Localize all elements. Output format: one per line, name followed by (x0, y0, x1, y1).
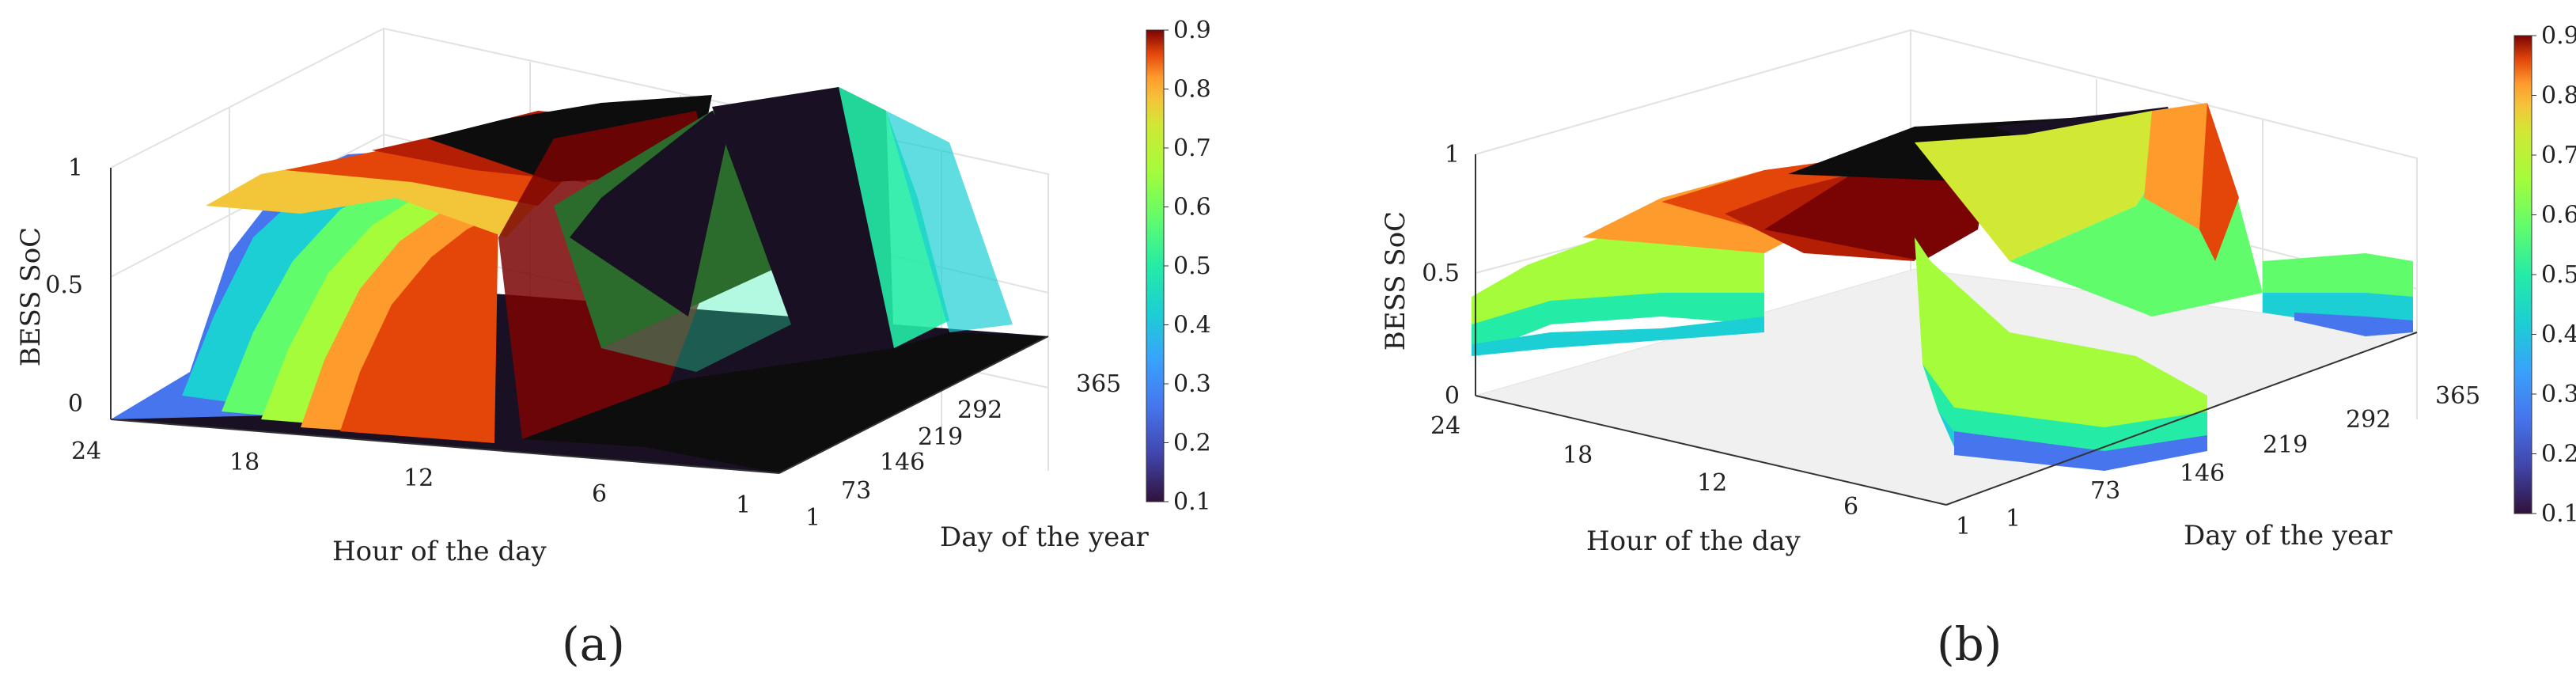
colorbar-tick-label: 0.9 (2541, 22, 2576, 50)
b-ytick: 292 (2346, 406, 2391, 434)
colorbar-tick-label: 0.7 (2541, 142, 2576, 169)
chart-b-axes (1475, 154, 2418, 506)
a-xtick: 18 (229, 449, 259, 476)
colorbar-tick-label: 0.5 (2541, 261, 2576, 289)
b-ztick: 1 (1445, 141, 1460, 169)
colorbar-tick-label: 0.4 (2541, 321, 2576, 349)
b-xtick: 12 (1697, 469, 1727, 497)
panel-label-a: (a) (562, 617, 625, 671)
a-xlabel: Hour of the day (332, 536, 547, 567)
b-xtick: 18 (1563, 442, 1593, 469)
a-xtick: 6 (592, 480, 607, 508)
b-xtick: 1 (1956, 513, 1971, 540)
colorbar-tick-label: 0.3 (1173, 370, 1211, 398)
colorbar-tick-label: 0.2 (2541, 441, 2576, 468)
a-ytick: 365 (1076, 370, 1121, 398)
a-zlabel: BESS SoC (15, 227, 47, 366)
b-ztick: 0 (1445, 382, 1460, 410)
b-ylabel: Day of the year (2184, 520, 2392, 552)
b-ytick: 1 (2006, 505, 2021, 533)
a-ylabel: Day of the year (940, 521, 1149, 553)
colorbar-tick-label: 0.1 (2541, 500, 2576, 528)
a-colorbar-ticks: 0.9 0.8 0.7 0.6 0.5 0.4 0.3 0.2 0.1 (1164, 17, 1211, 516)
a-ztick: 0 (68, 390, 83, 418)
colorbar-tick-label: 0.5 (1173, 252, 1211, 280)
colorbar-tick-label: 0.9 (1173, 17, 1211, 44)
colorbar-tick-label: 0.2 (1173, 430, 1211, 457)
b-xlabel: Hour of the day (1586, 525, 1801, 557)
colorbar-tick-label: 0.6 (2541, 202, 2576, 229)
colorbar-tick-label: 0.8 (2541, 82, 2576, 110)
colorbar-tick-label: 0.7 (1173, 135, 1211, 162)
a-ztick: 1 (68, 154, 83, 182)
a-ytick: 146 (880, 449, 925, 476)
b-xtick: 24 (1430, 412, 1460, 440)
chart-b: 1 0.5 0 BESS SoC 24 18 12 6 1 Hour of th… (1380, 28, 2532, 557)
a-xtick: 1 (736, 491, 751, 519)
b-zlabel: BESS SoC (1380, 211, 1411, 351)
a-colorbar (1146, 29, 1165, 502)
colorbar-tick-label: 0.1 (1173, 488, 1211, 516)
a-ytick: 219 (918, 423, 963, 451)
chart-a: 1 0.5 0 BESS SoC 24 18 12 6 1 Hour of th… (15, 27, 1165, 567)
b-ytick: 365 (2435, 382, 2480, 410)
b-ztick: 0.5 (1422, 260, 1460, 287)
b-xtick: 6 (1843, 493, 1858, 521)
b-ytick: 219 (2263, 431, 2308, 459)
colorbar-tick-label: 0.3 (2541, 381, 2576, 408)
colorbar-tick-label: 0.8 (1173, 76, 1211, 104)
chart-a-axes (110, 168, 1049, 474)
a-ytick: 1 (805, 504, 820, 532)
a-xtick: 12 (403, 464, 434, 492)
colorbar-tick-label: 0.4 (1173, 312, 1211, 339)
a-ztick: 0.5 (45, 271, 83, 299)
b-colorbar (2513, 35, 2532, 514)
panel-label-b: (b) (1937, 617, 2002, 671)
b-ytick: 73 (2090, 477, 2120, 505)
a-ytick: 73 (841, 477, 871, 505)
a-ytick: 292 (957, 396, 1002, 424)
b-colorbar-ticks: 0.9 0.8 0.7 0.6 0.5 0.4 0.3 0.2 0.1 (2532, 22, 2576, 528)
a-xtick: 24 (71, 438, 101, 465)
chart-a-surface (111, 87, 1048, 473)
colorbar-tick-label: 0.6 (1173, 194, 1211, 222)
b-ytick: 146 (2180, 460, 2225, 487)
chart-b-surface (1472, 103, 2418, 506)
